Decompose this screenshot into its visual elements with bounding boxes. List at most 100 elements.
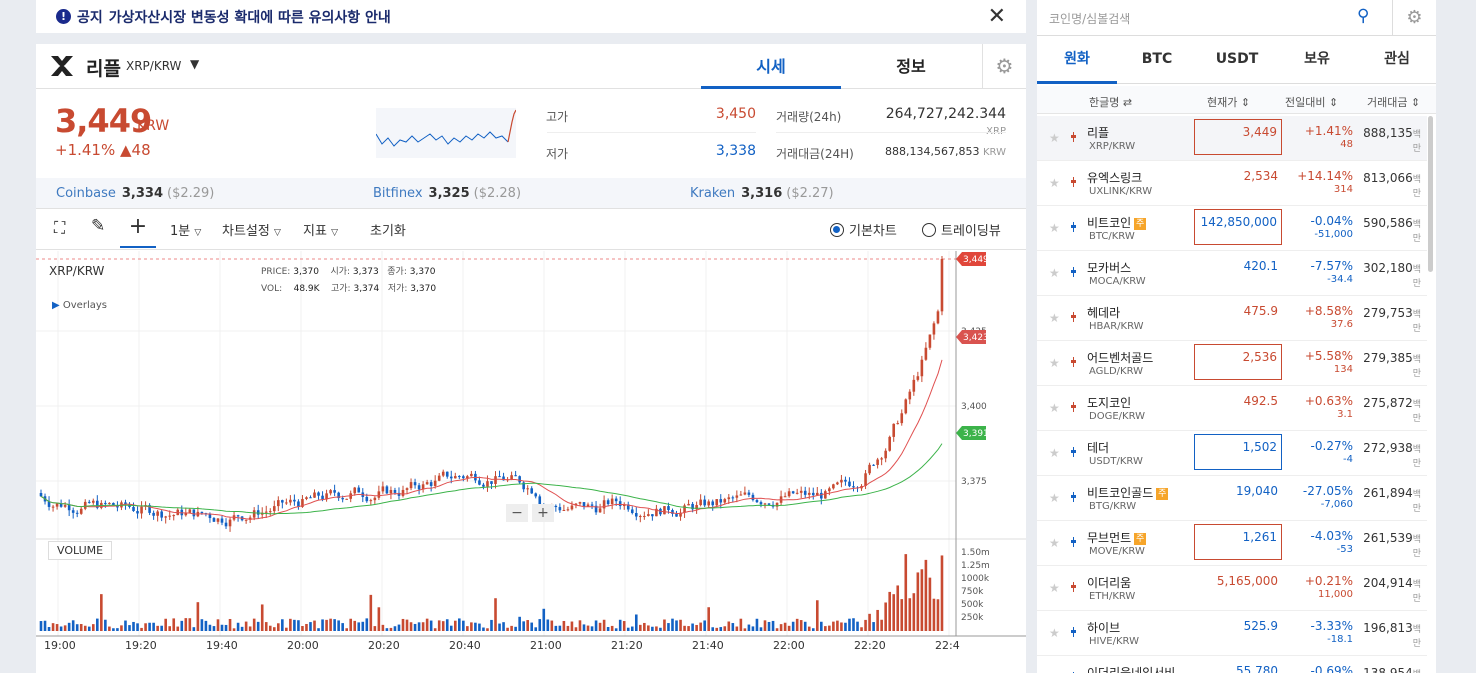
- coin-name[interactable]: 비트코인골드 주: [1087, 486, 1169, 500]
- volume-bar: [888, 591, 891, 631]
- pencil-icon[interactable]: ✎: [91, 216, 106, 236]
- tab-usdt[interactable]: USDT: [1215, 51, 1259, 67]
- coin-row[interactable]: ★ 모카버스 MOCA/KRW 420.1 -7.57% -34.4 302,180백만: [1037, 251, 1427, 296]
- coin-row[interactable]: ★ 어드벤처골드 AGLD/KRW 2,536 +5.58% 134 279,385백만: [1037, 341, 1427, 386]
- price-chart[interactable]: 19:00 19:20 19:40 20:00 20:20 20:40 21:00 21:20…: [36, 251, 1026, 673]
- basic-chart-radio[interactable]: 기본차트: [830, 220, 897, 239]
- search-box[interactable]: 코인명/심볼검색 ⚲ ⚙: [1037, 0, 1436, 36]
- coin-name[interactable]: 유엑스링크: [1087, 171, 1143, 185]
- candle: [562, 509, 566, 511]
- crosshair-icon[interactable]: +: [120, 212, 156, 248]
- volume-bar: [413, 623, 417, 631]
- coin-row[interactable]: ★ 비트코인골드 주 BTG/KRW 19,040 -27.05% -7,060 261,89…: [1037, 476, 1427, 521]
- gear-icon[interactable]: ⚙: [982, 44, 1026, 89]
- candle: [731, 497, 735, 499]
- candle: [285, 502, 288, 504]
- tradingview-radio[interactable]: 트레이딩뷰: [922, 220, 1001, 239]
- indicator-dropdown[interactable]: 지표 ▽: [303, 224, 338, 239]
- coin-row[interactable]: ★ 테더 USDT/KRW 1,502 -0.27% -4 272,938백만: [1037, 431, 1427, 476]
- candle: [924, 347, 928, 360]
- overlays-toggle[interactable]: ▶ Overlays: [52, 300, 107, 311]
- coin-row[interactable]: ★ 도지코인 DOGE/KRW 492.5 +0.63% 3.1 275,872백만: [1037, 386, 1427, 431]
- coin-name[interactable]: 헤데라: [1087, 306, 1121, 320]
- coin-name[interactable]: 비트코인 주: [1087, 216, 1147, 230]
- coin-name[interactable]: 모카버스: [1087, 261, 1132, 275]
- star-icon[interactable]: ★: [1049, 581, 1060, 595]
- coin-pair[interactable]: XRP/KRW: [126, 59, 182, 73]
- col-change[interactable]: 전일대비 ⇕: [1285, 96, 1339, 109]
- coin-row[interactable]: ★ 헤데라 HBAR/KRW 475.9 +8.58% 37.6 279,753백만: [1037, 296, 1427, 341]
- chevron-down-icon[interactable]: ▼: [190, 57, 200, 71]
- col-price[interactable]: 현재가 ⇕: [1207, 96, 1251, 109]
- candle: [534, 493, 538, 497]
- coin-row[interactable]: ★ 리플 XRP/KRW 3,449 +1.41% 48 888,135백만: [1037, 116, 1427, 161]
- coin-name[interactable]: 테더: [1087, 441, 1110, 455]
- reset-button[interactable]: 초기화: [370, 224, 406, 239]
- coin-change-amt: -34.4: [1327, 274, 1353, 285]
- coin-name[interactable]: 무브먼트 주: [1087, 531, 1147, 545]
- coin-pair: UXLINK/KRW: [1089, 186, 1153, 197]
- candle: [429, 482, 433, 486]
- coin-row[interactable]: ★ 무브먼트 주 MOVE/KRW 1,261 -4.03% -53 261,539백만: [1037, 521, 1427, 566]
- x-tick-label: 19:40: [206, 639, 238, 652]
- star-icon[interactable]: ★: [1049, 356, 1060, 370]
- volume-bar: [470, 622, 473, 631]
- coin-row[interactable]: ★ 하이브 HIVE/KRW 525.9 -3.33% -18.1 196,813백만: [1037, 611, 1427, 656]
- close-icon[interactable]: ✕: [987, 4, 1006, 29]
- star-icon[interactable]: ★: [1049, 311, 1060, 325]
- coin-name[interactable]: 이더리움네임서비: [1087, 666, 1176, 673]
- chart-canvas[interactable]: 19:00 19:20 19:40 20:00 20:20 20:40 21:00 21:20…: [36, 251, 1026, 673]
- star-icon[interactable]: ★: [1049, 446, 1060, 460]
- coin-name[interactable]: 어드벤처골드: [1087, 351, 1154, 365]
- scrollbar[interactable]: [1428, 116, 1433, 272]
- star-icon[interactable]: ★: [1049, 536, 1060, 550]
- gear-icon[interactable]: ⚙: [1392, 0, 1436, 36]
- star-icon[interactable]: ★: [1049, 176, 1060, 190]
- candle: [357, 487, 361, 493]
- coin-row[interactable]: ★ 이더리움 ETH/KRW 5,165,000 +0.21% 11,000 204,914…: [1037, 566, 1427, 611]
- volume-bar: [602, 619, 606, 631]
- fullscreen-icon[interactable]: ⛶: [54, 218, 66, 237]
- tab-price[interactable]: 시세: [701, 44, 841, 89]
- tab-krw[interactable]: 원화: [1037, 40, 1117, 84]
- coin-row[interactable]: ★ 이더리움네임서비 55,780 -0.69% 138,954백만: [1037, 656, 1427, 673]
- zoom-out-button[interactable]: −: [506, 504, 528, 522]
- search-input[interactable]: 코인명/심볼검색: [1049, 12, 1131, 26]
- star-icon[interactable]: ★: [1049, 266, 1060, 280]
- tab-holding[interactable]: 보유: [1304, 51, 1330, 67]
- volume-bar: [453, 620, 457, 631]
- chart-settings-dropdown[interactable]: 차트설정 ▽: [222, 224, 281, 239]
- coin-name[interactable]: 리플: [86, 58, 121, 80]
- star-icon[interactable]: ★: [1049, 671, 1060, 673]
- coin-row[interactable]: ★ 비트코인 주 BTC/KRW 142,850,000 -0.04% -51,000 590…: [1037, 206, 1427, 251]
- candle: [578, 502, 582, 504]
- coin-name[interactable]: 이더리움: [1087, 576, 1132, 590]
- interval-dropdown[interactable]: 1분 ▽: [170, 224, 202, 239]
- col-name[interactable]: 한글명 ⇄: [1089, 96, 1133, 109]
- coin-row[interactable]: ★ 유엑스링크 UXLINK/KRW 2,534 +14.14% 314 813,066백만: [1037, 161, 1427, 206]
- candle: [437, 475, 441, 481]
- star-icon[interactable]: ★: [1049, 131, 1060, 145]
- volume-bar: [594, 620, 598, 631]
- star-icon[interactable]: ★: [1049, 491, 1060, 505]
- zoom-in-button[interactable]: +: [532, 504, 554, 522]
- star-icon[interactable]: ★: [1049, 221, 1060, 235]
- search-icon[interactable]: ⚲: [1357, 6, 1370, 26]
- volume-bar: [683, 625, 686, 631]
- star-icon[interactable]: ★: [1049, 626, 1060, 640]
- tab-info[interactable]: 정보: [896, 57, 926, 76]
- star-icon[interactable]: ★: [1049, 401, 1060, 415]
- tab-btc[interactable]: BTC: [1141, 51, 1173, 67]
- volume-bar: [128, 625, 131, 631]
- notice-bar[interactable]: ! 공지 가상자산시장 변동성 확대에 따른 유의사항 안내 ✕: [36, 0, 1026, 33]
- candle: [707, 501, 710, 506]
- col-volume[interactable]: 거래대금 ⇕: [1367, 96, 1421, 109]
- volume-bar: [767, 621, 771, 631]
- coin-name[interactable]: 리플: [1087, 126, 1110, 140]
- volume-bar: [39, 621, 43, 631]
- notice-text[interactable]: 가상자산시장 변동성 확대에 따른 유의사항 안내: [108, 9, 391, 26]
- coin-name[interactable]: 하이브: [1087, 621, 1121, 635]
- volume-bar: [546, 619, 550, 631]
- tab-favorite[interactable]: 관심: [1384, 51, 1410, 67]
- coin-name[interactable]: 도지코인: [1087, 396, 1132, 410]
